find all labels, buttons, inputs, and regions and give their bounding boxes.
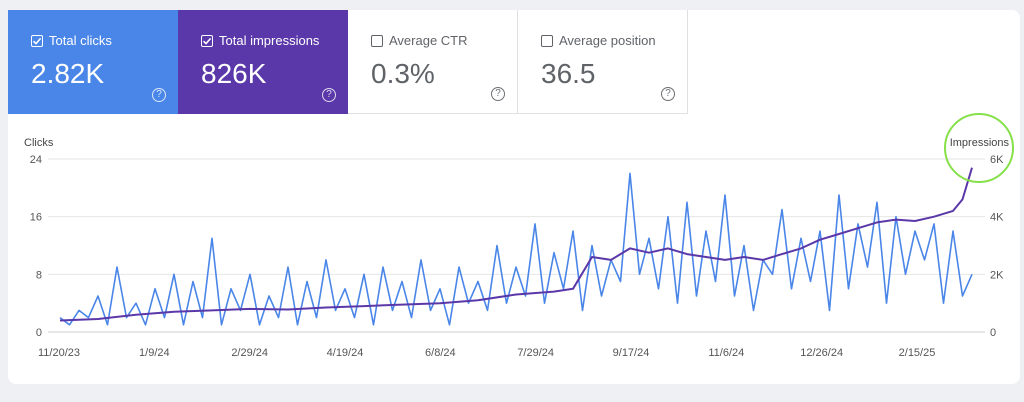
total-clicks-card[interactable]: Total clicks 2.82K ? [8, 10, 178, 114]
series-line-impressions [59, 167, 973, 322]
x-tick-label: 7/29/24 [517, 347, 554, 359]
checkbox-checked-icon[interactable] [201, 34, 213, 47]
series-line-clicks [59, 172, 973, 326]
card-label: Total clicks [49, 33, 112, 48]
x-tick-label: 2/29/24 [231, 347, 268, 359]
right-tick-label: 6K [990, 154, 1004, 166]
left-tick-label: 8 [36, 269, 42, 281]
card-value: 36.5 [541, 58, 596, 89]
right-tick-label: 0 [990, 327, 996, 339]
x-tick-label: 4/19/24 [327, 347, 364, 359]
card-label: Average CTR [389, 33, 468, 48]
checkbox-unchecked-icon[interactable] [541, 34, 553, 47]
card-value: 826K [201, 58, 267, 89]
card-label: Total impressions [219, 33, 320, 48]
checkbox-checked-icon[interactable] [31, 34, 43, 47]
x-tick-label: 2/15/25 [899, 347, 936, 359]
x-tick-label: 9/17/24 [613, 347, 650, 359]
right-axis-title: Impressions [950, 137, 1010, 149]
help-icon[interactable]: ? [152, 88, 166, 102]
x-tick-label: 11/6/24 [708, 347, 744, 359]
total-impressions-card[interactable]: Total impressions 826K ? [178, 10, 348, 114]
help-icon[interactable]: ? [322, 88, 336, 102]
left-tick-label: 24 [30, 154, 42, 166]
help-icon[interactable]: ? [661, 87, 675, 101]
right-tick-label: 4K [990, 212, 1004, 224]
total-clicks-header: Total clicks [31, 33, 112, 48]
left-axis-title: Clicks [24, 137, 54, 149]
metric-cards: Total clicks 2.82K ? Total impressions 8… [8, 10, 688, 114]
x-tick-label: 1/9/24 [139, 347, 170, 359]
help-icon[interactable]: ? [491, 87, 505, 101]
card-value: 2.82K [31, 58, 105, 89]
x-tick-label: 11/20/23 [38, 347, 80, 359]
card-value: 0.3% [371, 58, 435, 89]
total-impressions-header: Total impressions [201, 33, 319, 48]
card-label: Average position [559, 33, 656, 48]
left-tick-label: 16 [30, 212, 42, 224]
left-tick-label: 0 [36, 327, 42, 339]
average-ctr-header: Average CTR [371, 33, 468, 48]
average-position-card[interactable]: Average position 36.5 ? [518, 10, 688, 114]
x-tick-label: 6/8/24 [425, 347, 456, 359]
checkbox-unchecked-icon[interactable] [371, 34, 383, 47]
x-tick-label: 12/26/24 [800, 347, 843, 359]
right-tick-label: 2K [990, 269, 1004, 281]
average-position-header: Average position [541, 33, 656, 48]
average-ctr-card[interactable]: Average CTR 0.3% ? [348, 10, 518, 114]
highlight-circle [944, 113, 1014, 183]
